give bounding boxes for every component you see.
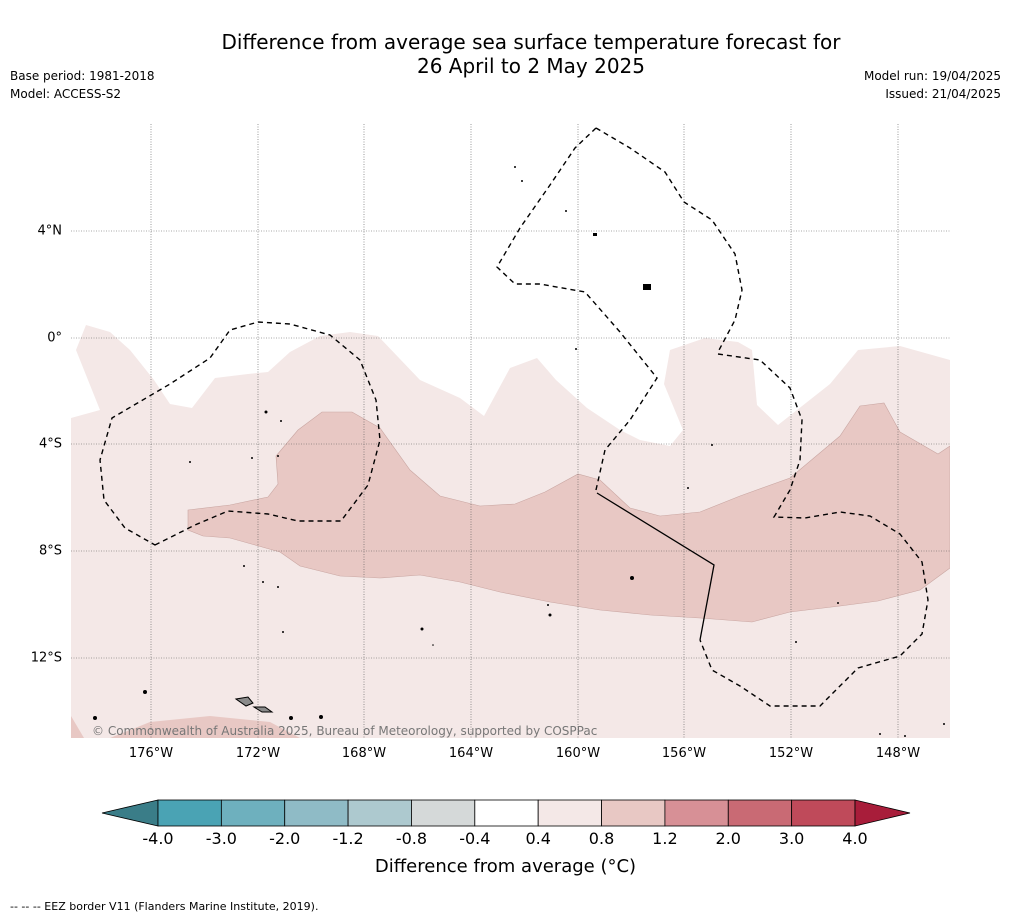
lon-label-164w: 164°W: [448, 746, 494, 761]
colorbar-under: [101, 799, 159, 827]
lon-label-176w: 176°W: [128, 746, 174, 761]
lon-label-156w: 156°W: [661, 746, 707, 761]
colorbar-tick-8: 1.2: [652, 829, 678, 848]
eez-tokelau: [99, 321, 381, 546]
eez-french-polynesia: [699, 353, 929, 707]
lon-label-152w: 152°W: [768, 746, 814, 761]
lon-label-168w: 168°W: [341, 746, 387, 761]
colorbar-tick-0: -4.0: [142, 829, 174, 848]
base-period: Base period: 1981-2018: [10, 69, 155, 83]
lat-label-4s: 4°S: [38, 436, 62, 452]
issued-date: Issued: 21/04/2025: [885, 87, 1001, 101]
colorbar-tick-11: 4.0: [842, 829, 868, 848]
colorbar-tick-4: -0.8: [395, 829, 428, 848]
colorbar-tick-9: 2.0: [715, 829, 741, 848]
colorbar-box-2: [284, 799, 349, 827]
colorbar-boxes: [157, 799, 856, 827]
map-area: [71, 124, 950, 738]
lon-label-148w: 148°W: [875, 746, 921, 761]
eez-line-islands: [496, 127, 658, 492]
anomaly-band-south-corner: [71, 716, 84, 738]
colorbar-over: [854, 799, 911, 827]
colorbar-box-7: [601, 799, 666, 827]
colorbar-box-0: [157, 799, 222, 827]
anomaly-band-south-edge: [110, 716, 300, 738]
model-run: Model run: 19/04/2025: [863, 69, 1001, 83]
lat-label-8s: 8°S: [38, 543, 62, 559]
eez-borders: [99, 127, 929, 707]
near-normal-region: [71, 124, 950, 446]
lat-label-0: 0°: [47, 330, 62, 346]
colorbar-tick-7: 0.8: [588, 829, 615, 848]
colorbar-box-4: [411, 799, 476, 827]
copyright-notice: © Commonwealth of Australia 2025, Bureau…: [92, 724, 598, 738]
samoa-islands: [234, 696, 274, 713]
lat-label-4n: 4°N: [37, 223, 63, 239]
model-name: Model: ACCESS-S2: [10, 87, 122, 101]
colorbar-box-9: [727, 799, 793, 827]
colorbar-box-8: [664, 799, 729, 827]
colorbar-tick-3: -1.2: [332, 829, 364, 848]
title-line-1: Difference from average sea surface temp…: [221, 30, 841, 54]
colorbar-tick-10: 3.0: [778, 829, 805, 848]
boundary-solid-segment: [596, 492, 715, 641]
colorbar-box-3: [347, 799, 412, 827]
colorbar-label: Difference from average (°C): [374, 856, 637, 877]
anomaly-band-0-8-to-1-2: [187, 402, 950, 623]
meta-right: Model run: 19/04/2025 Issued: 21/04/2025: [864, 67, 1001, 103]
title-line-2: 26 April to 2 May 2025: [417, 54, 645, 78]
map-title: Difference from average sea surface temp…: [0, 30, 1011, 78]
colorbar-box-10: [791, 799, 856, 827]
meta-left: Base period: 1981-2018 Model: ACCESS-S2: [10, 67, 155, 103]
colorbar-tick-5: -0.4: [459, 829, 491, 848]
islands: [93, 166, 945, 737]
colorbar-box-1: [220, 799, 286, 827]
lon-label-172w: 172°W: [235, 746, 281, 761]
colorbar-box-6: [537, 799, 602, 827]
gridlines: [71, 124, 950, 738]
lon-label-160w: 160°W: [555, 746, 601, 761]
colorbar-tick-6: 0.4: [525, 829, 551, 848]
lat-label-12s: 12°S: [30, 650, 62, 666]
colorbar-tick-1: -3.0: [205, 829, 237, 848]
colorbar-tick-2: -2.0: [269, 829, 301, 848]
colorbar-box-5: [474, 799, 539, 827]
eez-footnote: -- -- -- EEZ border V11 (Flanders Marine…: [10, 900, 319, 913]
colorbar: [101, 799, 911, 827]
